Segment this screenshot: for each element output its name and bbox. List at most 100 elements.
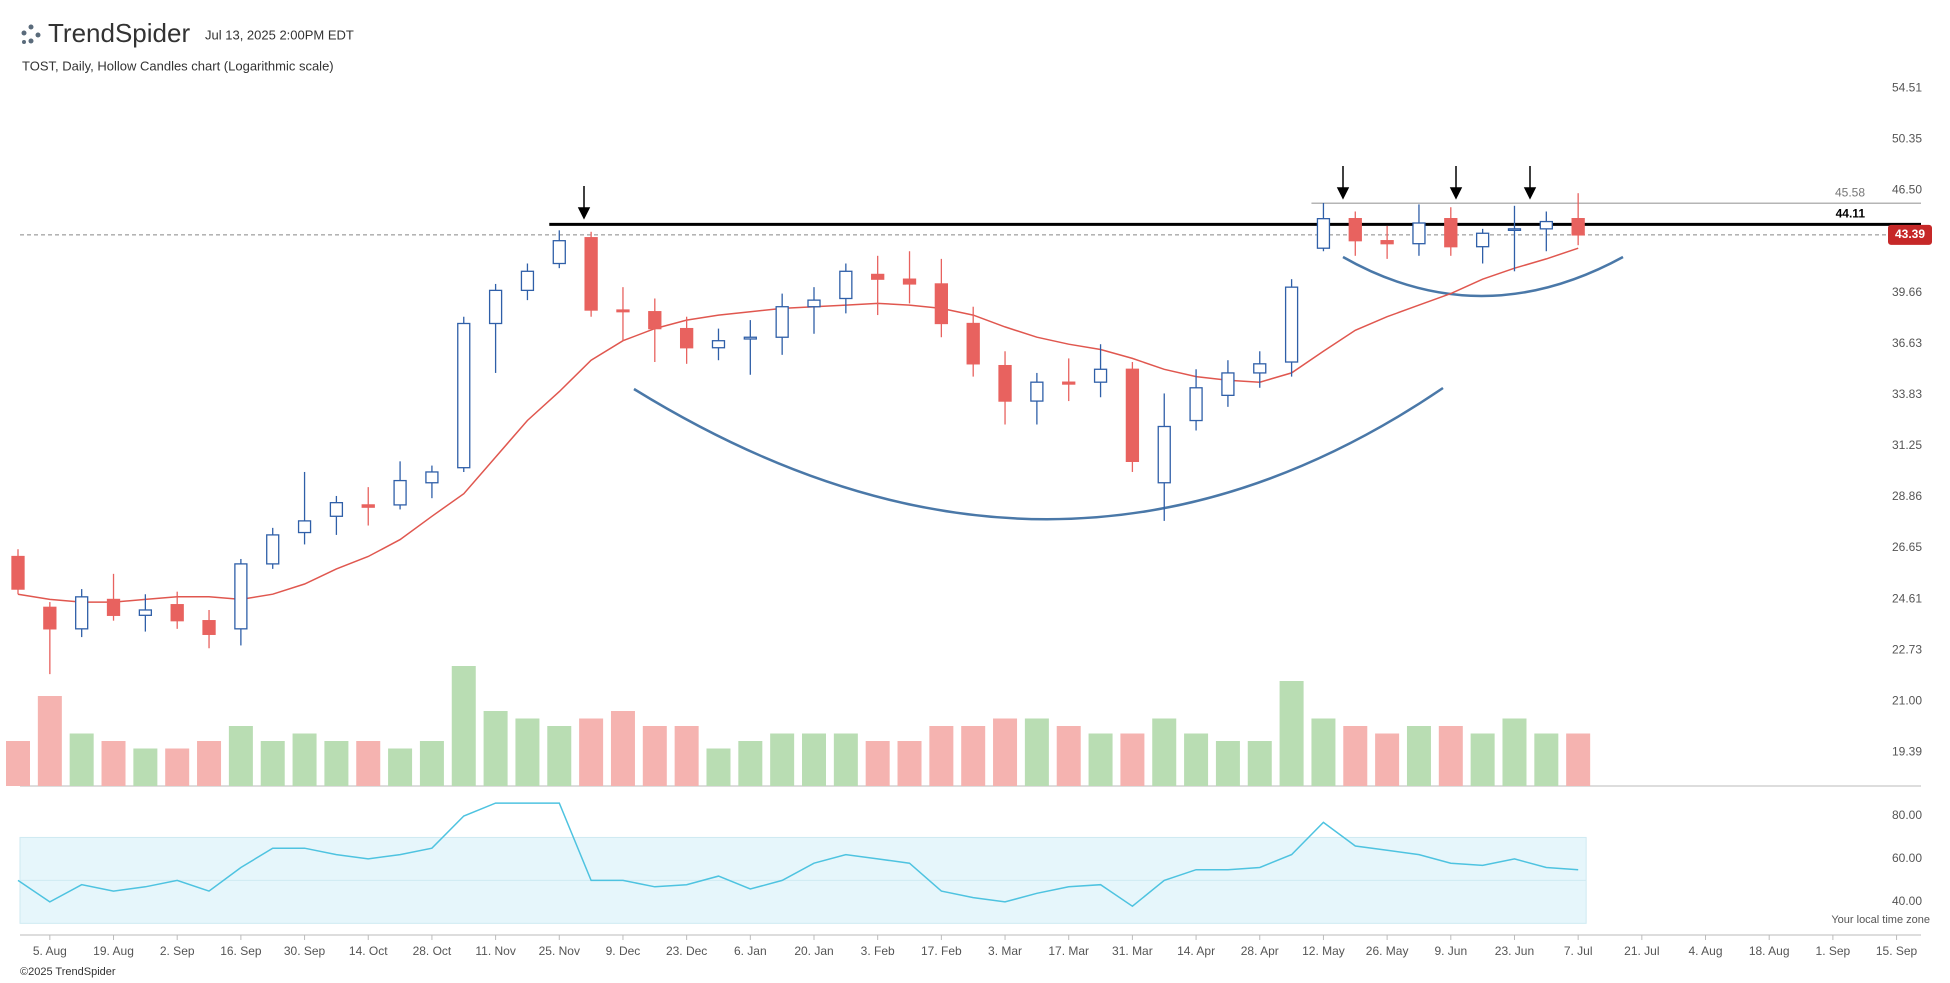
x-tick-label: 21. Jul bbox=[1624, 944, 1659, 958]
x-tick-label: 5. Aug bbox=[33, 944, 67, 958]
volume-bar bbox=[6, 741, 30, 786]
candle-body bbox=[457, 322, 471, 469]
x-tick-label: 6. Jan bbox=[734, 944, 767, 958]
y-tick-label: 31.25 bbox=[1892, 438, 1922, 452]
candle-body bbox=[584, 237, 598, 311]
candle-body bbox=[393, 479, 407, 506]
x-tick-label: 17. Mar bbox=[1048, 944, 1089, 958]
volume-bar bbox=[69, 733, 94, 786]
last-price-label: 43.39 bbox=[1895, 227, 1925, 241]
candle-body bbox=[966, 322, 980, 365]
volume-bar bbox=[770, 733, 795, 786]
candle-body bbox=[1221, 372, 1235, 396]
rsi-tick-label: 80.00 bbox=[1892, 808, 1922, 822]
volume-bar bbox=[961, 726, 986, 786]
volume-bar bbox=[706, 748, 731, 786]
candle-body bbox=[1189, 387, 1203, 422]
volume-bar bbox=[802, 733, 826, 786]
volume-bar bbox=[228, 726, 253, 786]
volume-bar bbox=[451, 666, 476, 786]
volume-bar bbox=[1343, 726, 1368, 786]
x-tick-label: 1. Sep bbox=[1816, 944, 1851, 958]
candle-body bbox=[297, 520, 312, 534]
volume-bar bbox=[547, 726, 572, 786]
y-tick-label: 33.83 bbox=[1892, 387, 1922, 401]
volume-bar bbox=[579, 718, 604, 786]
candle-body bbox=[934, 283, 949, 325]
volume-bar bbox=[388, 748, 413, 786]
candle-body bbox=[775, 306, 789, 338]
candle-body bbox=[1507, 228, 1522, 232]
candle-body bbox=[902, 278, 917, 285]
rsi-tick-label: 40.00 bbox=[1892, 894, 1922, 908]
volume-bar bbox=[1247, 741, 1272, 786]
y-tick-label: 24.61 bbox=[1892, 591, 1922, 605]
candle-body bbox=[75, 596, 89, 630]
logo bbox=[21, 24, 41, 44]
x-tick-label: 11. Nov bbox=[475, 944, 515, 958]
candle-body bbox=[361, 504, 375, 508]
x-tick-label: 25. Nov bbox=[539, 944, 580, 958]
x-tick-label: 17. Feb bbox=[921, 944, 962, 958]
x-tick-label: 16. Sep bbox=[220, 944, 262, 958]
x-tick-label: 28. Oct bbox=[413, 944, 452, 958]
volume-bar bbox=[1406, 726, 1431, 786]
candle-body bbox=[711, 340, 726, 349]
volume-bar bbox=[1438, 726, 1463, 786]
candle-body bbox=[1030, 381, 1044, 402]
volume-bar bbox=[1502, 718, 1527, 786]
cup-curve bbox=[633, 386, 1444, 521]
candle-body bbox=[1348, 218, 1362, 242]
volume-bar bbox=[1534, 733, 1559, 786]
candle-body bbox=[1093, 368, 1108, 383]
x-tick-label: 14. Apr bbox=[1177, 944, 1215, 958]
volume-bar bbox=[674, 726, 699, 786]
candle-body bbox=[807, 299, 821, 308]
volume-bar bbox=[865, 741, 890, 786]
volume-bar bbox=[1279, 681, 1304, 786]
candle-body bbox=[1284, 286, 1299, 363]
x-tick-label: 12. May bbox=[1302, 944, 1345, 958]
volume-bar bbox=[419, 741, 444, 786]
candle-body bbox=[616, 309, 630, 313]
rsi-tick-label: 60.00 bbox=[1892, 851, 1922, 865]
candle-body bbox=[106, 598, 121, 616]
candle-body bbox=[552, 240, 566, 265]
x-tick-label: 31. Mar bbox=[1112, 944, 1153, 958]
copyright: ©2025 TrendSpider bbox=[20, 966, 116, 978]
volume-bar bbox=[37, 696, 62, 786]
x-tick-label: 30. Sep bbox=[284, 944, 326, 958]
x-tick-label: 9. Dec bbox=[606, 944, 641, 958]
candle-body bbox=[11, 555, 25, 590]
candle-body bbox=[266, 534, 280, 565]
candle-body bbox=[998, 364, 1012, 402]
volume-bar bbox=[642, 726, 667, 786]
x-tick-label: 26. May bbox=[1366, 944, 1409, 958]
y-tick-label: 39.66 bbox=[1892, 285, 1922, 299]
x-tick-label: 7. Jul bbox=[1564, 944, 1593, 958]
handle-curve bbox=[1342, 255, 1624, 298]
x-tick-label: 3. Feb bbox=[861, 944, 895, 958]
volume-bar bbox=[1184, 733, 1209, 786]
arrows bbox=[577, 166, 1537, 220]
candle-body bbox=[202, 620, 216, 635]
volume-bar bbox=[1152, 718, 1177, 786]
x-tick-label: 19. Aug bbox=[93, 944, 134, 958]
volume-bar bbox=[1375, 733, 1400, 786]
volume-bar bbox=[483, 711, 508, 786]
candle-body bbox=[170, 604, 184, 622]
x-tick-label: 23. Jun bbox=[1495, 944, 1534, 958]
rsi-line bbox=[17, 802, 1579, 908]
volume-bar bbox=[1311, 718, 1336, 786]
candle-body bbox=[520, 270, 535, 292]
volume-bar bbox=[1470, 733, 1495, 786]
candle-body bbox=[1571, 218, 1585, 236]
y-tick-label: 21.00 bbox=[1892, 693, 1922, 707]
candle-body bbox=[1062, 381, 1076, 385]
y-tick-label: 19.39 bbox=[1892, 745, 1922, 759]
y-tick-label: 54.51 bbox=[1892, 80, 1922, 94]
volume-bar bbox=[197, 741, 222, 786]
candle-body bbox=[1444, 218, 1458, 248]
level-label: 44.11 bbox=[1836, 206, 1866, 220]
volume-bar bbox=[610, 711, 635, 786]
